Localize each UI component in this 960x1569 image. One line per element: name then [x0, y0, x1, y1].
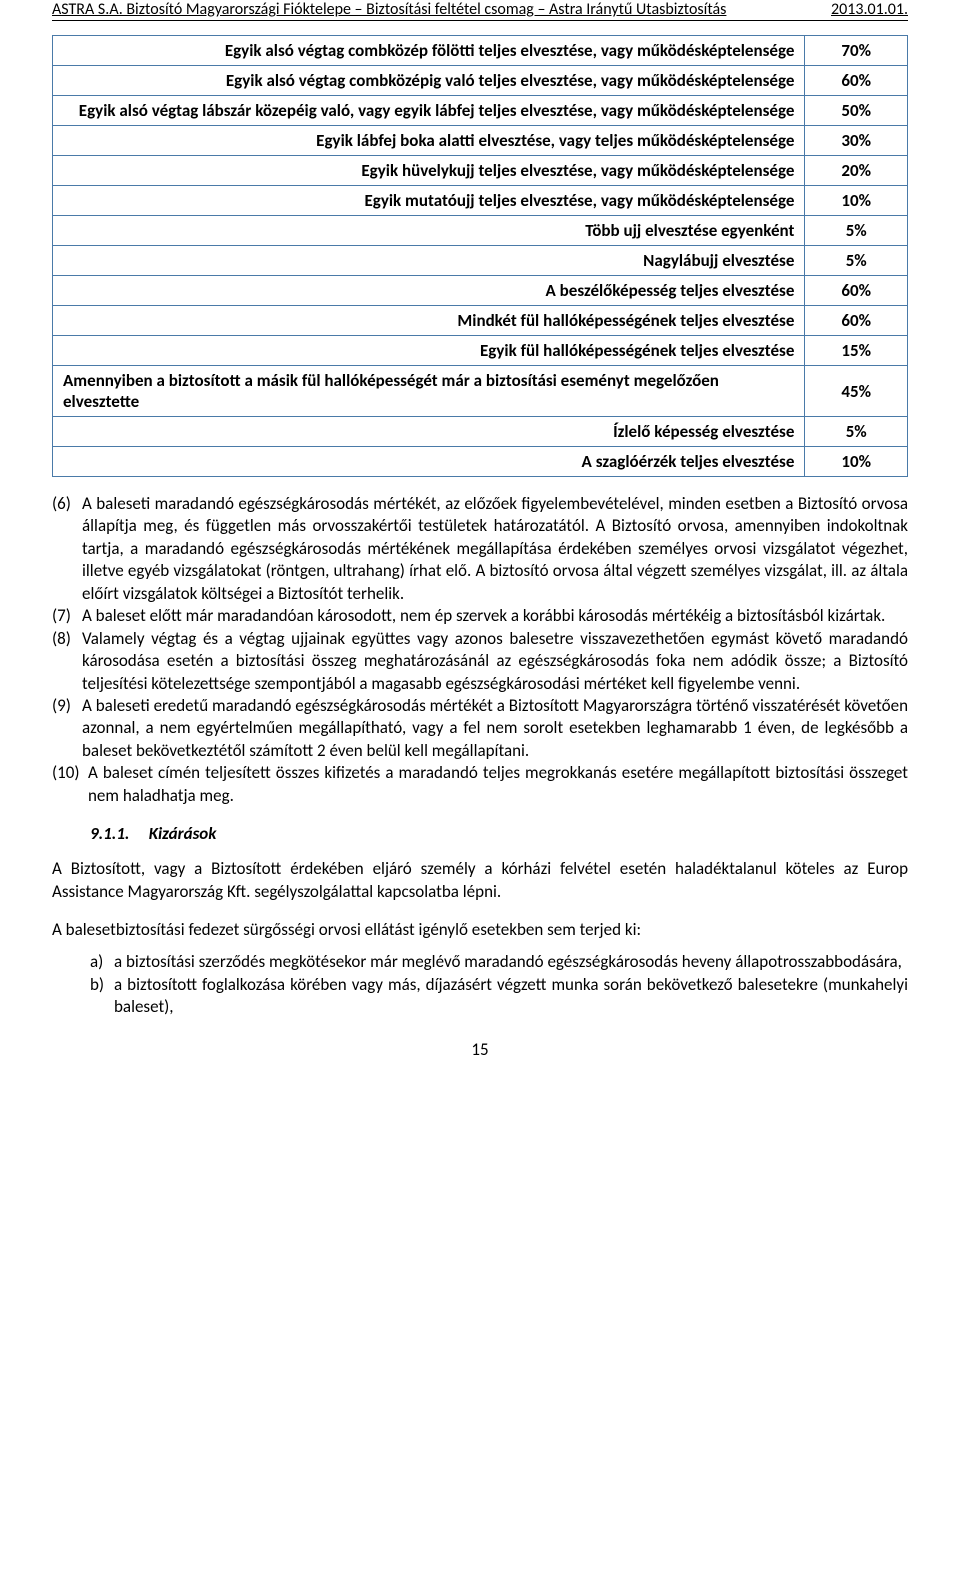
table-cell-value: 10% [805, 447, 908, 477]
list-content: a biztosítási szerződés megkötésekor már… [114, 951, 908, 973]
table-row: Nagylábujj elvesztése5% [53, 246, 908, 276]
list-item-b: b) a biztosított foglalkozása körében va… [90, 974, 908, 1019]
paragraph-content: A baleset előtt már maradandóan károsodo… [82, 605, 908, 627]
paragraph-10: (10) A baleset címén teljesített összes … [52, 762, 908, 807]
letter-list: a) a biztosítási szerződés megkötésekor … [90, 951, 908, 1018]
table-row: A beszélőképesség teljes elvesztése60% [53, 276, 908, 306]
table-cell-value: 5% [805, 216, 908, 246]
table-cell-description: Mindkét fül hallóképességének teljes elv… [53, 306, 805, 336]
table-row: Ízlelő képesség elvesztése5% [53, 417, 908, 447]
table-cell-description: Amennyiben a biztosított a másik fül hal… [53, 366, 805, 417]
table-cell-description: Egyik mutatóujj teljes elvesztése, vagy … [53, 186, 805, 216]
list-letter: a) [90, 951, 114, 973]
table-cell-description: Egyik lábfej boka alatti elvesztése, vag… [53, 126, 805, 156]
table-cell-description: Egyik alsó végtag combközép fölötti telj… [53, 36, 805, 66]
paragraph-6: (6) A baleseti maradandó egészségkárosod… [52, 493, 908, 605]
table-cell-value: 45% [805, 366, 908, 417]
subsection-heading: 9.1.1. Kizárások [90, 823, 908, 844]
subsection-number: 9.1.1. [90, 823, 129, 844]
paragraph-number: (6) [52, 493, 82, 605]
subsection-title: Kizárások [149, 823, 217, 844]
table-row: Mindkét fül hallóképességének teljes elv… [53, 306, 908, 336]
table-cell-value: 60% [805, 66, 908, 96]
table-cell-description: Egyik alsó végtag lábszár közepéig való,… [53, 96, 805, 126]
table-row: Egyik alsó végtag combközép fölötti telj… [53, 36, 908, 66]
table-row: Több ujj elvesztése egyenként5% [53, 216, 908, 246]
table-cell-description: Nagylábujj elvesztése [53, 246, 805, 276]
table-cell-description: Egyik alsó végtag combközépig való telje… [53, 66, 805, 96]
list-letter: b) [90, 974, 114, 1019]
paragraph-number: (7) [52, 605, 82, 627]
table-cell-description: Ízlelő képesség elvesztése [53, 417, 805, 447]
list-item-a: a) a biztosítási szerződés megkötésekor … [90, 951, 908, 973]
body-paragraph-2: A balesetbiztosítási fedezet sürgősségi … [52, 919, 908, 941]
paragraph-content: A baleseti maradandó egészségkárosodás m… [82, 493, 908, 605]
table-row: A szaglóérzék teljes elvesztése10% [53, 447, 908, 477]
table-row: Egyik lábfej boka alatti elvesztése, vag… [53, 126, 908, 156]
paragraph-number: (9) [52, 695, 82, 762]
paragraph-9: (9) A baleseti eredetű maradandó egészsé… [52, 695, 908, 762]
table-cell-description: Egyik fül hallóképességének teljes elves… [53, 336, 805, 366]
numbered-paragraphs: (6) A baleseti maradandó egészségkárosod… [52, 493, 908, 807]
table-row: Egyik mutatóujj teljes elvesztése, vagy … [53, 186, 908, 216]
table-cell-value: 30% [805, 126, 908, 156]
paragraph-number: (8) [52, 628, 82, 695]
table-row: Amennyiben a biztosított a másik fül hal… [53, 366, 908, 417]
header-right: 2013.01.01. [831, 0, 908, 19]
table-cell-value: 60% [805, 276, 908, 306]
table-row: Egyik hüvelykujj teljes elvesztése, vagy… [53, 156, 908, 186]
table-cell-value: 5% [805, 246, 908, 276]
table-cell-value: 15% [805, 336, 908, 366]
table-cell-description: Több ujj elvesztése egyenként [53, 216, 805, 246]
table-cell-value: 60% [805, 306, 908, 336]
table-cell-description: A beszélőképesség teljes elvesztése [53, 276, 805, 306]
header-left: ASTRA S.A. Biztosító Magyarországi Fiókt… [52, 0, 726, 19]
paragraph-content: Valamely végtag és a végtag ujjainak egy… [82, 628, 908, 695]
table-row: Egyik alsó végtag lábszár közepéig való,… [53, 96, 908, 126]
page-header: ASTRA S.A. Biztosító Magyarországi Fiókt… [52, 0, 908, 21]
body-paragraph-1: A Biztosított, vagy a Biztosított érdeké… [52, 858, 908, 903]
injury-table: Egyik alsó végtag combközép fölötti telj… [52, 35, 908, 477]
paragraph-8: (8) Valamely végtag és a végtag ujjainak… [52, 628, 908, 695]
table-cell-value: 5% [805, 417, 908, 447]
paragraph-number: (10) [52, 762, 88, 807]
table-row: Egyik alsó végtag combközépig való telje… [53, 66, 908, 96]
table-cell-value: 20% [805, 156, 908, 186]
table-cell-value: 70% [805, 36, 908, 66]
paragraph-content: A baleseti eredetű maradandó egészségkár… [82, 695, 908, 762]
table-row: Egyik fül hallóképességének teljes elves… [53, 336, 908, 366]
list-content: a biztosított foglalkozása körében vagy … [114, 974, 908, 1019]
table-cell-value: 10% [805, 186, 908, 216]
table-cell-description: Egyik hüvelykujj teljes elvesztése, vagy… [53, 156, 805, 186]
page-number: 15 [52, 1039, 908, 1060]
paragraph-content: A baleset címén teljesített összes kifiz… [88, 762, 908, 807]
paragraph-7: (7) A baleset előtt már maradandóan káro… [52, 605, 908, 627]
table-cell-description: A szaglóérzék teljes elvesztése [53, 447, 805, 477]
table-cell-value: 50% [805, 96, 908, 126]
